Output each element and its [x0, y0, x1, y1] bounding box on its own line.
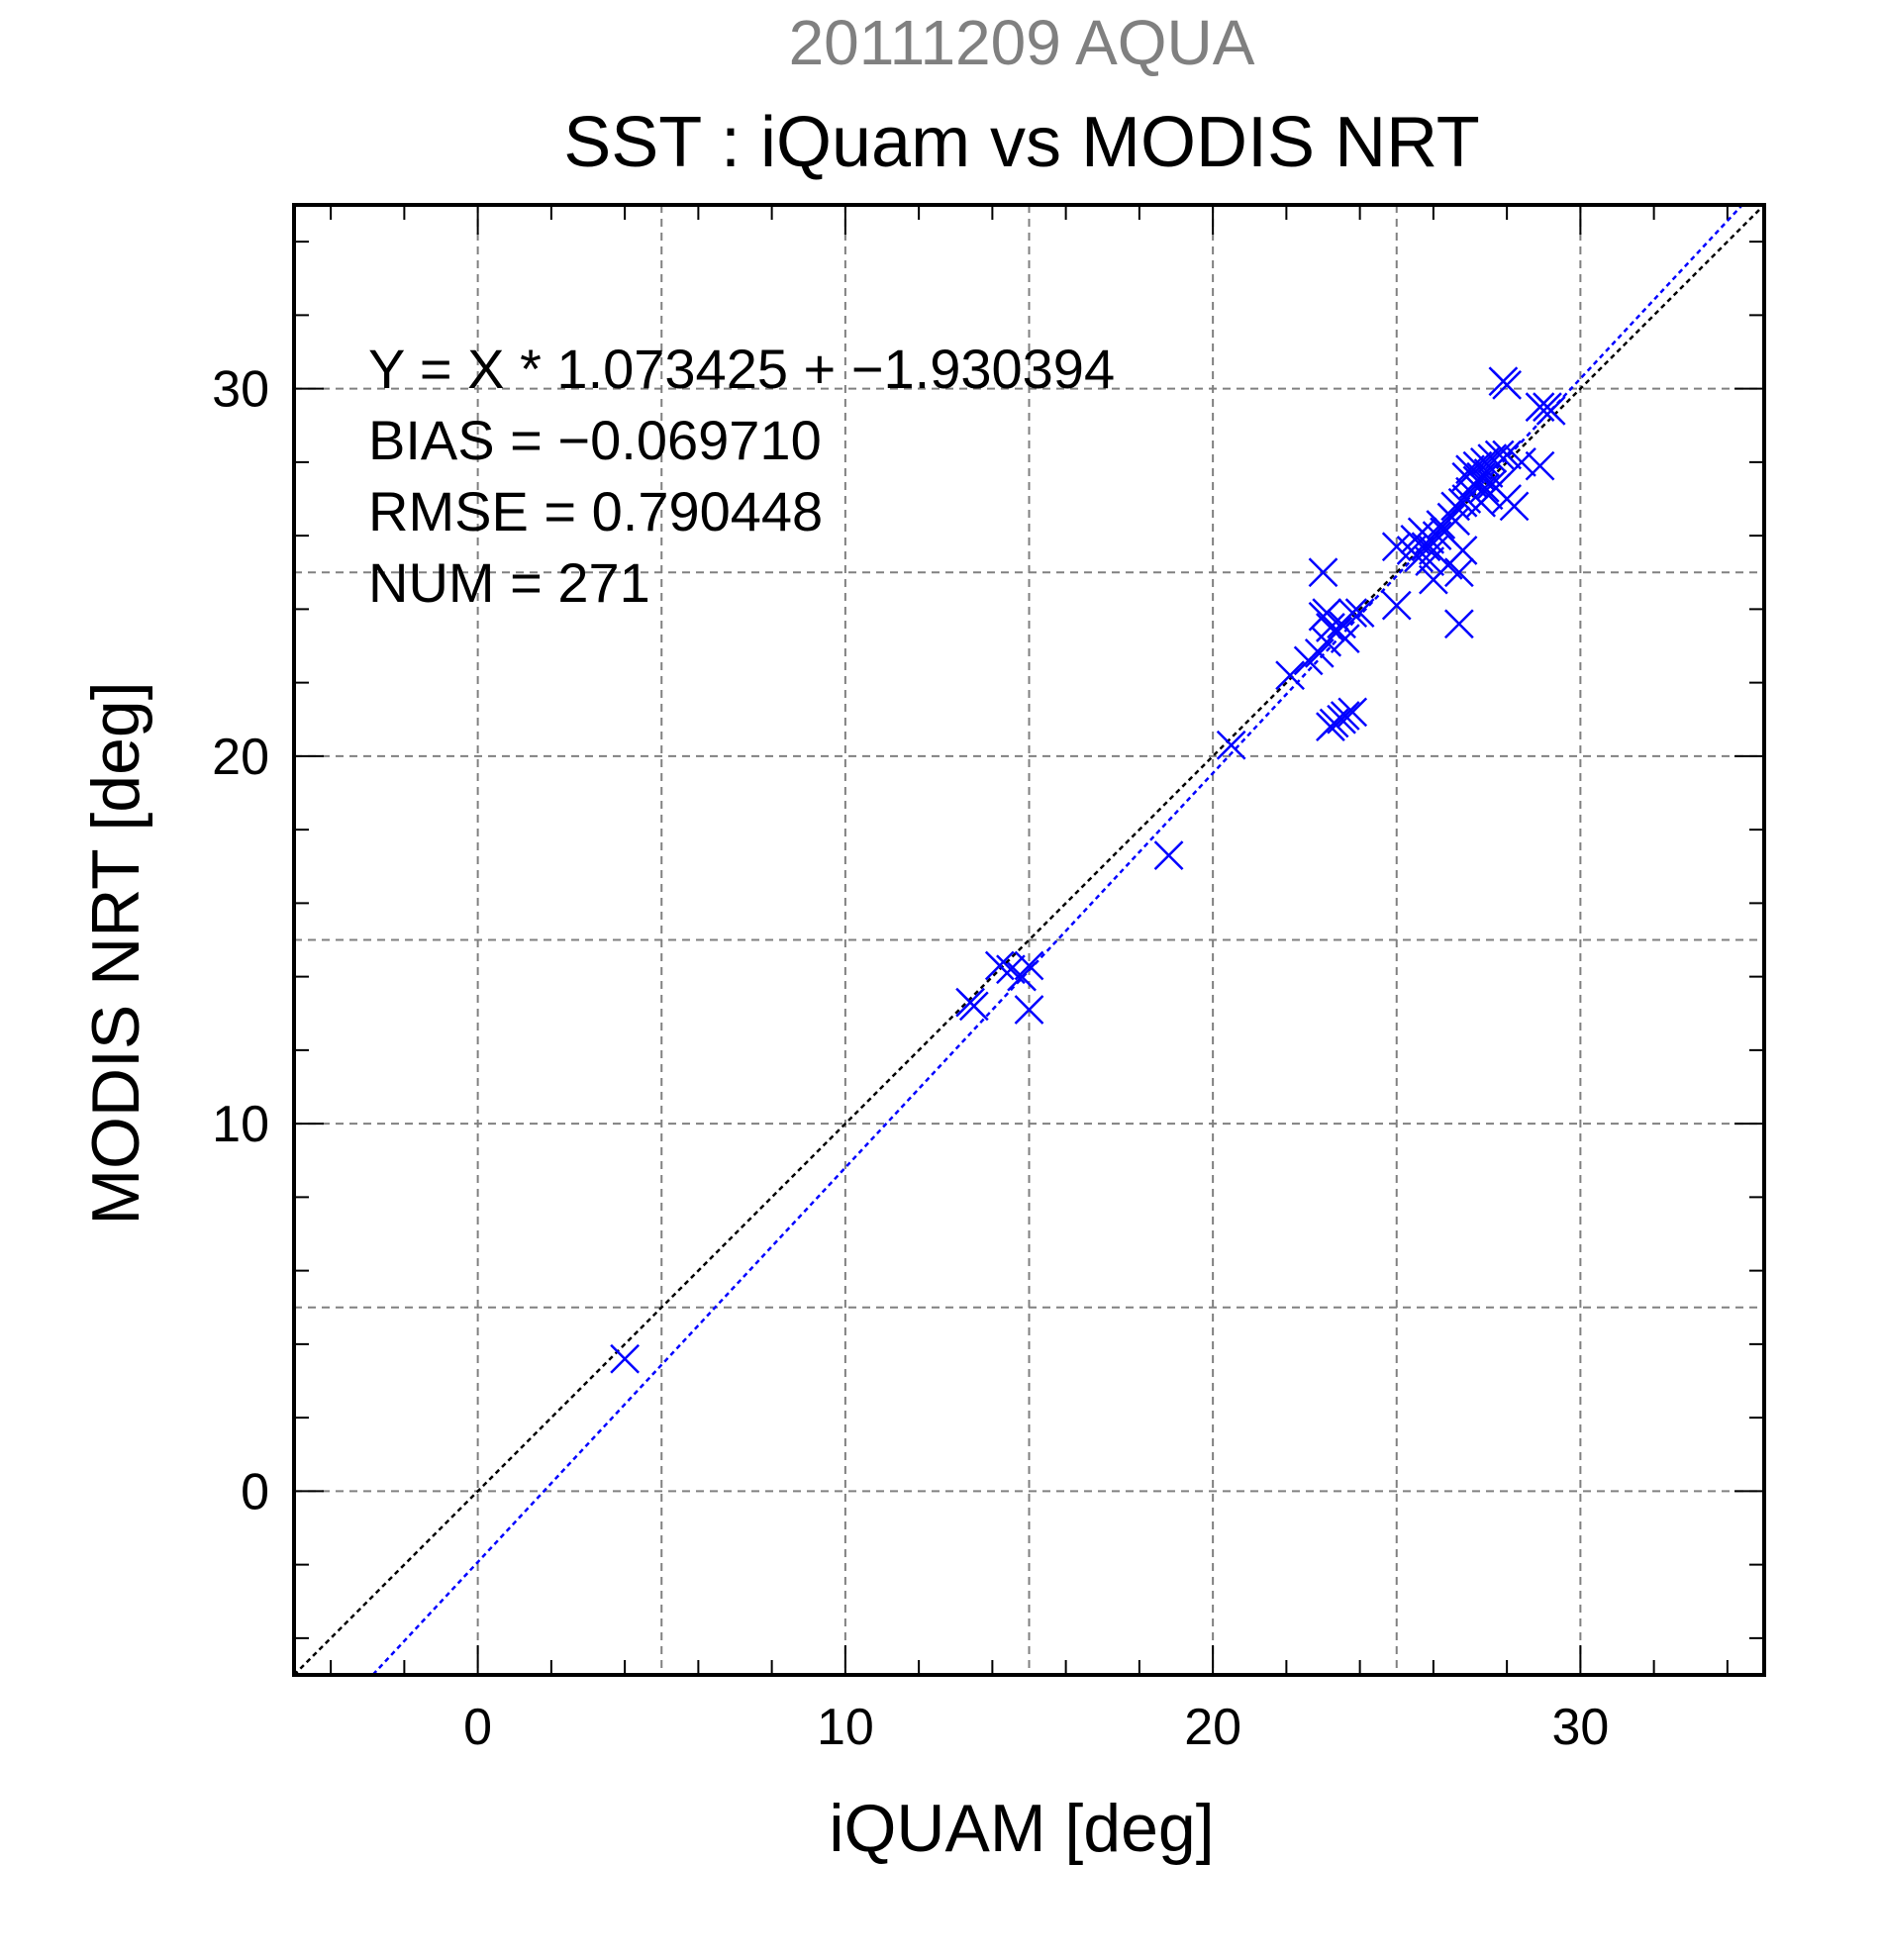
- y-tick-label: 20: [212, 729, 269, 786]
- plot-area: 0 10 20 30 0 10 20 30: [212, 203, 1766, 1756]
- x-tick-label: 30: [1551, 1699, 1609, 1756]
- data-point: [1525, 450, 1555, 481]
- data-point: [1455, 454, 1485, 485]
- data-point: [1312, 598, 1342, 628]
- data-point: [1275, 660, 1305, 691]
- y-axis-label: MODIS NRT [deg]: [78, 681, 153, 1225]
- stat-line: BIAS = −0.069710: [368, 409, 822, 471]
- data-point: [1462, 450, 1493, 481]
- stat-line: NUM = 271: [368, 551, 650, 614]
- data-point: [1153, 840, 1184, 870]
- data-point: [1447, 536, 1478, 565]
- data-point: [1525, 392, 1555, 423]
- data-point: [1492, 484, 1523, 514]
- data-point: [1484, 440, 1515, 470]
- data-point: [1014, 995, 1044, 1025]
- x-tick-label: 0: [463, 1699, 492, 1756]
- data-point: [1466, 487, 1497, 518]
- y-tick-label: 0: [241, 1463, 269, 1520]
- data-point: [1381, 590, 1412, 621]
- y-tick-label: 30: [212, 361, 269, 419]
- data-point: [1415, 546, 1445, 576]
- data-point: [1469, 446, 1500, 477]
- y-tick-label: 10: [212, 1096, 269, 1153]
- data-point: [1337, 697, 1368, 728]
- stats-annotation: Y = X * 1.073425 + −1.930394 BIAS = −0.06…: [368, 338, 1115, 614]
- chart-title: SST : iQuam vs MODIS NRT: [563, 103, 1480, 182]
- data-point: [1308, 557, 1338, 588]
- data-point: [1216, 730, 1246, 760]
- chart-supertitle: 20111209 AQUA: [789, 7, 1255, 78]
- data-point: [1440, 506, 1471, 537]
- data-point: [610, 1343, 641, 1374]
- data-point: [958, 991, 989, 1022]
- data-point: [1507, 446, 1536, 477]
- identity-line: [294, 205, 1764, 1675]
- data-point: [1337, 598, 1368, 628]
- stat-line: RMSE = 0.790448: [368, 480, 823, 542]
- x-tick-label: 20: [1184, 1699, 1241, 1756]
- plot-frame: [292, 203, 1766, 1677]
- data-point: [1492, 440, 1523, 470]
- x-tick-label: 10: [817, 1699, 874, 1756]
- data-point: [1014, 950, 1044, 981]
- stat-line: Y = X * 1.073425 + −1.930394: [368, 338, 1115, 400]
- data-point: [1330, 701, 1360, 731]
- data-point: [984, 950, 1015, 981]
- x-axis-label: iQUAM [deg]: [829, 1791, 1214, 1866]
- data-point: [1443, 609, 1474, 639]
- data-point: [1535, 396, 1566, 426]
- data-point: [1344, 598, 1375, 628]
- data-point: [1407, 517, 1437, 547]
- data-point: [1492, 370, 1523, 400]
